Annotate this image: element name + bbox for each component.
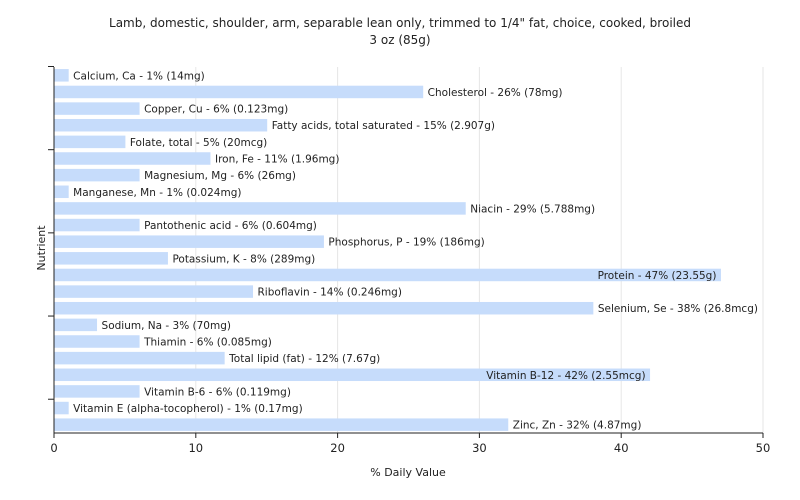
bar	[54, 252, 168, 265]
bar-label: Selenium, Se - 38% (26.8mcg)	[598, 303, 758, 315]
bar-label: Protein - 47% (23.55g)	[598, 270, 717, 282]
bar	[54, 401, 69, 415]
chart-title: Lamb, domestic, shoulder, arm, separable…	[109, 16, 691, 30]
x-axis-title: % Daily Value	[370, 466, 446, 479]
bar	[54, 85, 424, 99]
bar	[54, 235, 324, 248]
bar	[54, 351, 225, 365]
bar	[54, 185, 69, 199]
bar	[54, 218, 140, 232]
bar	[54, 118, 268, 132]
bar	[54, 135, 126, 149]
bar	[54, 368, 651, 382]
bar-label: Total lipid (fat) - 12% (7.67g)	[228, 353, 380, 365]
y-axis-title: Nutrient	[35, 225, 48, 271]
bar-label: Sodium, Na - 3% (70mg)	[102, 320, 231, 332]
bar-label: Iron, Fe - 11% (1.96mg)	[215, 154, 339, 166]
bar-label: Folate, total - 5% (20mcg)	[130, 137, 267, 149]
bar-label: Copper, Cu - 6% (0.123mg)	[144, 104, 288, 116]
bar	[54, 301, 594, 315]
bar-label: Phosphorus, P - 19% (186mg)	[328, 237, 484, 249]
x-tick-label: 20	[330, 441, 345, 455]
bar-label: Vitamin E (alpha-tocopherol) - 1% (0.17m…	[73, 403, 303, 415]
bar	[54, 268, 721, 282]
bar	[54, 202, 466, 215]
bar	[54, 318, 98, 332]
x-tick-label: 40	[614, 441, 629, 455]
bar-label: Thiamin - 6% (0.085mg)	[143, 337, 272, 349]
bar	[54, 168, 140, 182]
x-tick-label: 50	[756, 441, 771, 455]
bar	[54, 335, 140, 348]
bar-label: Cholesterol - 26% (78mg)	[428, 87, 563, 99]
bar-label: Potassium, K - 8% (289mg)	[172, 253, 315, 265]
bar-label: Magnesium, Mg - 6% (26mg)	[144, 170, 296, 182]
bar	[54, 102, 140, 115]
bar-label: Niacin - 29% (5.788mg)	[470, 203, 595, 215]
bar-label: Riboflavin - 14% (0.246mg)	[258, 287, 402, 299]
bar	[54, 385, 140, 398]
bar-label: Manganese, Mn - 1% (0.024mg)	[73, 187, 241, 199]
bar	[54, 418, 509, 431]
bar	[54, 285, 254, 298]
bar-label: Vitamin B-6 - 6% (0.119mg)	[144, 386, 291, 398]
bar	[54, 152, 211, 165]
bar	[54, 69, 69, 82]
x-tick-label: 10	[188, 441, 203, 455]
axes: 0 10 20 30 40 50	[48, 66, 771, 455]
bar-label: Zinc, Zn - 32% (4.87mg)	[513, 420, 642, 432]
bar-label: Fatty acids, total saturated - 15% (2.90…	[272, 120, 495, 132]
bars: Calcium, Ca - 1% (14mg) Cholesterol - 26%…	[54, 69, 758, 432]
x-tick-label: 0	[50, 441, 57, 455]
bar-label: Pantothenic acid - 6% (0.604mg)	[144, 220, 317, 232]
x-tick-label: 30	[472, 441, 487, 455]
bar-label: Vitamin B-12 - 42% (2.55mcg)	[486, 370, 645, 382]
bar-label: Calcium, Ca - 1% (14mg)	[73, 70, 205, 82]
chart-subtitle: 3 oz (85g)	[369, 33, 430, 47]
